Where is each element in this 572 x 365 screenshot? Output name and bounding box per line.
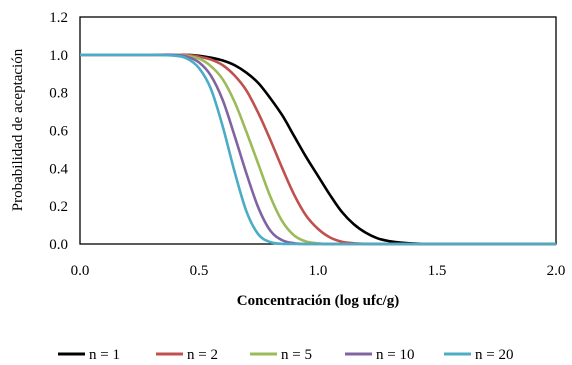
- legend-label-n-2: n = 2: [187, 347, 218, 363]
- y-tick-label: 0.4: [49, 161, 68, 177]
- y-tick-label: 0.0: [49, 237, 68, 253]
- x-tick-label: 1.0: [309, 263, 328, 279]
- legend-label-n-20: n = 20: [475, 347, 513, 363]
- legend-label-n-1: n = 1: [89, 347, 120, 363]
- y-axis-ticks: 0.0 0.2 0.4 0.6 0.8 1.0 1.2: [49, 10, 68, 253]
- series-line-n-20: [79, 53, 556, 246]
- series-lines: [79, 53, 556, 246]
- y-axis-title: Probabilidad de aceptación: [10, 48, 26, 211]
- y-tick-label: 0.6: [49, 124, 68, 140]
- legend-label-n-5: n = 5: [281, 347, 312, 363]
- y-tick-label: 1.0: [49, 48, 68, 64]
- y-tick-label: 0.2: [49, 199, 68, 215]
- x-tick-label: 0.0: [71, 263, 90, 279]
- x-tick-label: 2.0: [547, 263, 566, 279]
- legend-label-n-10: n = 10: [376, 347, 414, 363]
- x-tick-label: 1.5: [428, 263, 447, 279]
- plot-area: [79, 16, 557, 245]
- x-tick-label: 0.5: [190, 263, 209, 279]
- y-tick-label: 1.2: [49, 10, 68, 26]
- x-axis-title: Concentración (log ufc/g): [237, 293, 399, 309]
- x-axis-ticks: 0.0 0.5 1.0 1.5 2.0: [71, 263, 566, 279]
- y-tick-label: 0.8: [49, 86, 68, 102]
- legend: n = 1 n = 2 n = 5 n = 10 n = 20: [58, 347, 513, 363]
